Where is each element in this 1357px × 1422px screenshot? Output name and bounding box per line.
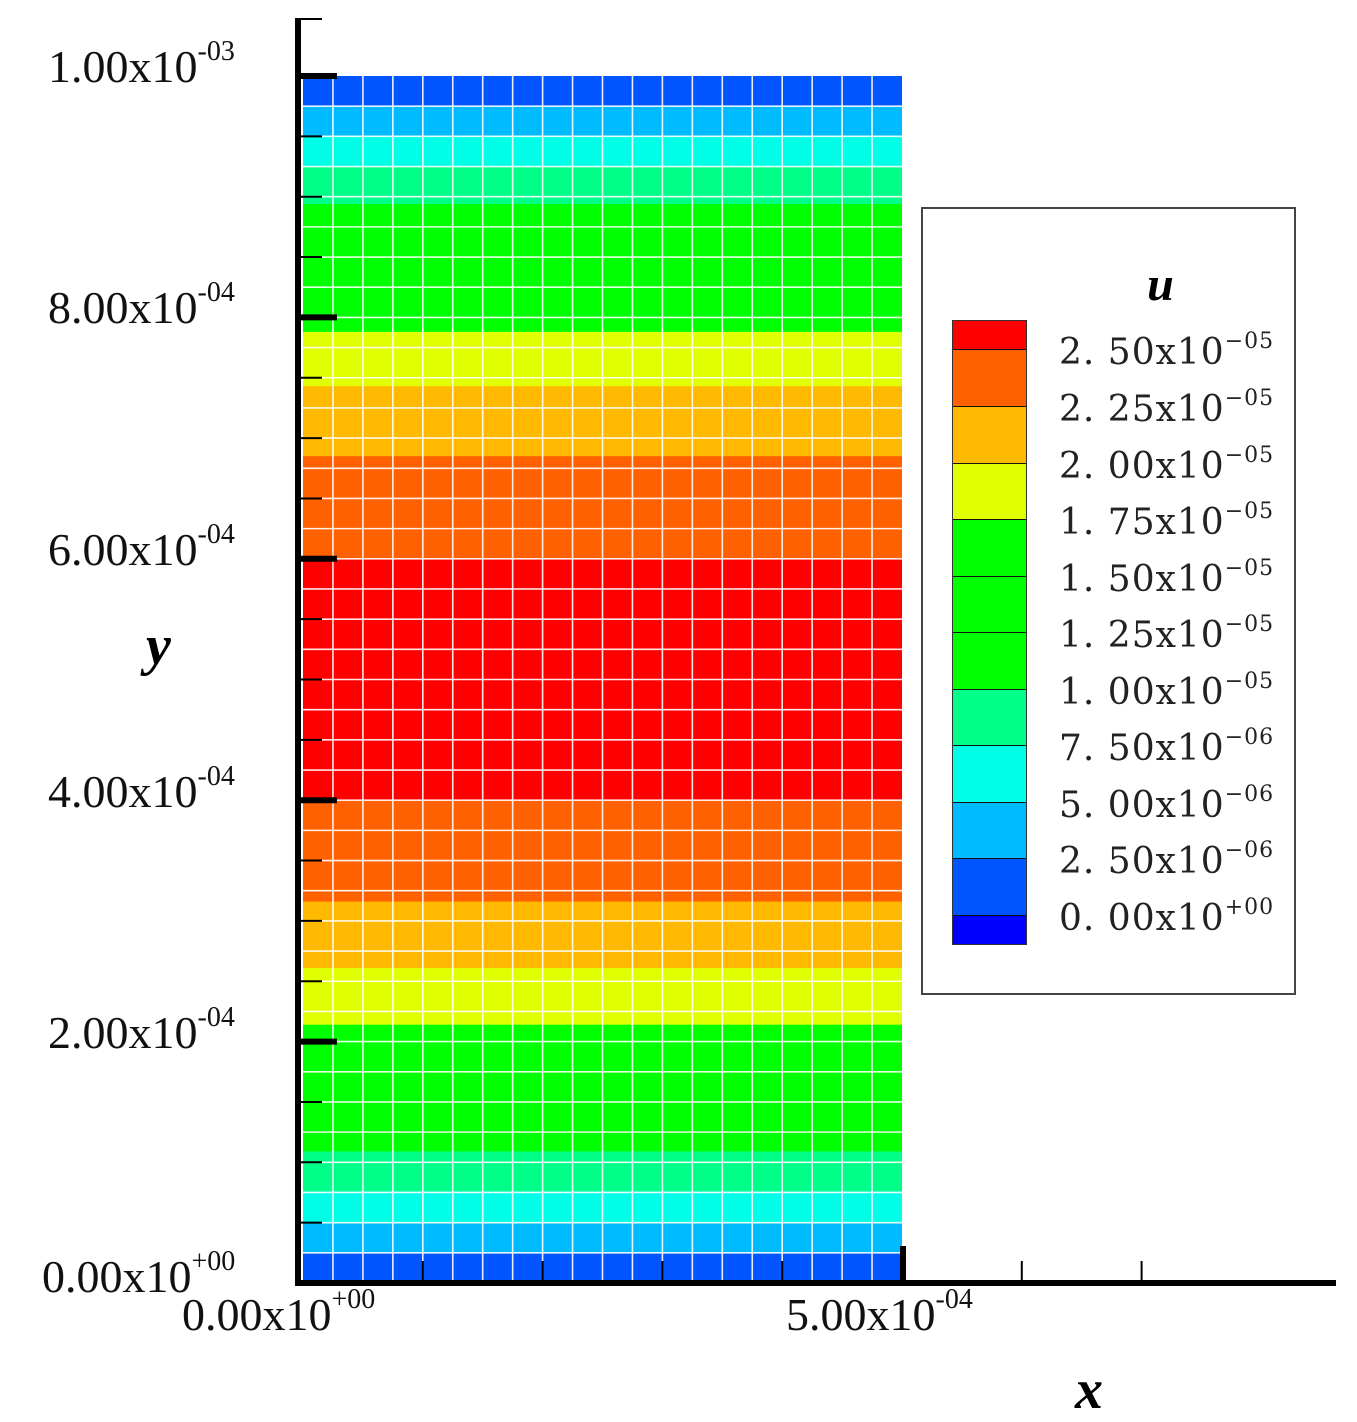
- legend-swatch: [953, 321, 1026, 349]
- color-legend: u 2. 50x10−05 2. 25x10−05 2. 00x10−05 1.…: [921, 207, 1296, 995]
- legend-swatch: [953, 802, 1026, 858]
- legend-label: 2. 50x10−06: [1059, 838, 1275, 882]
- y-tick-label-6e-4: 6.00x10-04: [48, 519, 235, 575]
- legend-swatch: [953, 858, 1026, 915]
- y-tick-label-4e-4: 4.00x10-04: [48, 761, 235, 817]
- legend-label: 2. 00x10−05: [1059, 443, 1275, 487]
- legend-label: 5. 00x10−06: [1059, 782, 1275, 826]
- legend-title: u: [1147, 258, 1174, 311]
- legend-label: 0. 00x10+00: [1059, 895, 1275, 939]
- y-tick-label-2e-4: 2.00x10-04: [48, 1002, 235, 1058]
- legend-swatch: [953, 519, 1026, 576]
- legend-colorbar: [952, 320, 1027, 945]
- legend-swatch: [953, 745, 1026, 802]
- legend-label: 2. 50x10−05: [1059, 329, 1275, 373]
- mesh-grid: [303, 76, 902, 1283]
- y-tick-label-8e-4: 8.00x10-04: [48, 277, 235, 333]
- y-tick-label-1e-3: 1.00x10-03: [48, 36, 235, 92]
- legend-swatch: [953, 689, 1026, 745]
- legend-swatch: [953, 349, 1026, 406]
- legend-swatch: [953, 915, 1026, 944]
- axes: [295, 18, 1336, 1286]
- y-axis-title: y: [146, 615, 171, 677]
- x-tick-label-0: 0.00x10+00: [182, 1284, 376, 1340]
- legend-swatch: [953, 406, 1026, 463]
- x-tick-label-5e-4: 5.00x10-04: [786, 1284, 973, 1340]
- legend-swatch: [953, 632, 1026, 689]
- legend-swatch: [953, 576, 1026, 632]
- legend-label: 1. 00x10−05: [1059, 669, 1275, 713]
- legend-swatch: [953, 463, 1026, 519]
- x-axis-title: x: [1075, 1359, 1103, 1421]
- legend-label: 1. 75x10−05: [1059, 499, 1275, 543]
- legend-label: 1. 50x10−05: [1059, 556, 1275, 600]
- legend-label: 2. 25x10−05: [1059, 386, 1275, 430]
- legend-label: 7. 50x10−06: [1059, 725, 1275, 769]
- legend-label: 1. 25x10−05: [1059, 612, 1275, 656]
- y-tick-label-0: 0.00x10+00: [42, 1246, 236, 1302]
